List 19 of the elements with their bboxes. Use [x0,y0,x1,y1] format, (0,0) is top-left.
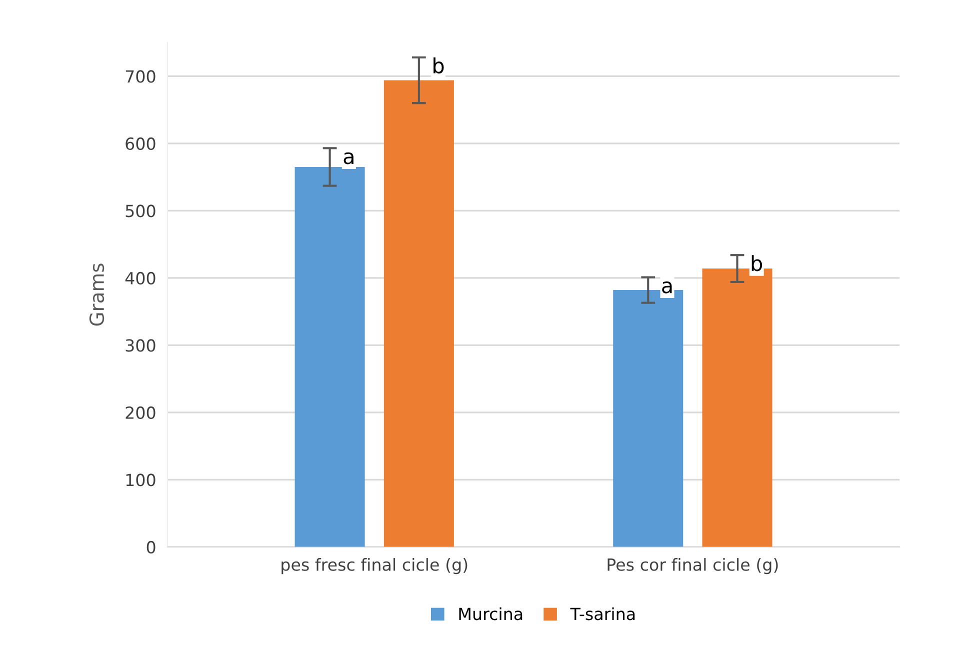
y-tick-label: 200 [126,406,156,419]
x-tick-label: Pes cor final cicle (g) [608,558,778,574]
y-tick-label: 400 [125,272,156,285]
y-tick-label: 500 [126,204,156,218]
y-tick-label: 100 [126,474,156,486]
annotation: a [344,152,354,164]
y-tick-label: 300 [126,339,156,352]
annotation: b [752,255,762,272]
y-tick-label: 700 [126,70,156,83]
bar [294,166,365,547]
legend-label: T-sarina [570,607,635,620]
x-tick-label: pes fresc final cicle (g) [282,558,468,574]
annotation: a [662,281,672,294]
y-tick-label: 600 [126,137,156,150]
y-tick-label: 0 [146,540,156,554]
bar [384,80,454,547]
annotation: b [434,57,444,74]
y-axis-title: Grams [89,264,104,326]
legend-label: Murcina [459,607,522,620]
